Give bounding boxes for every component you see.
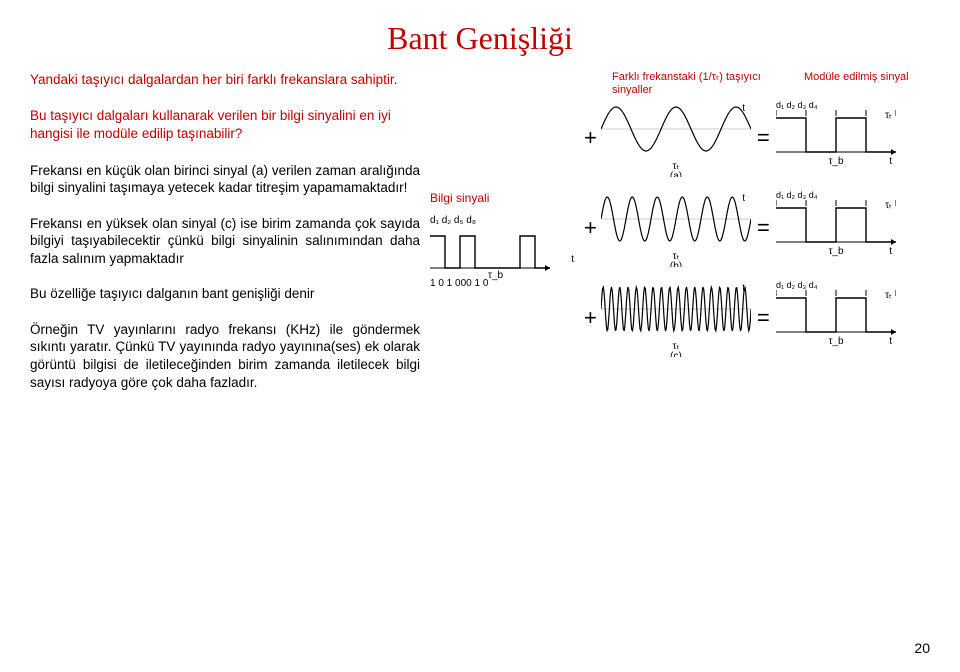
svg-text:(a): (a) bbox=[670, 171, 682, 177]
svg-text:t: t bbox=[742, 103, 745, 114]
carrier-wave-2: t τₜ (c) bbox=[601, 279, 751, 357]
svg-text:d₁ d₂ d₃ d₄: d₁ d₂ d₃ d₄ bbox=[776, 190, 818, 200]
data-bits-header: d₁ d₂ d₅ d₈ bbox=[430, 215, 570, 226]
para-2: Bu taşıyıcı dalgaları kullanarak verilen… bbox=[30, 107, 420, 143]
svg-text:τ_b: τ_b bbox=[828, 246, 844, 257]
svg-text:t: t bbox=[742, 193, 745, 204]
tau-b-label: τ_b bbox=[488, 270, 503, 281]
equals-icon: = bbox=[751, 215, 776, 241]
page-title: Bant Genişliği bbox=[30, 20, 930, 57]
svg-text:d₁ d₂ d₃ d₄: d₁ d₂ d₃ d₄ bbox=[776, 100, 818, 110]
modulated-signal-1: d₁ d₂ d₃ d₄ t τ_b τₜ bbox=[776, 190, 896, 266]
modulated-signal-0: d₁ d₂ d₃ d₄ t τ_b τₜ bbox=[776, 100, 896, 176]
svg-text:(b): (b) bbox=[670, 261, 682, 267]
para-5: Bu özelliğe taşıyıcı dalganın bant geniş… bbox=[30, 285, 420, 303]
modulated-signal-2: d₁ d₂ d₃ d₄ t τ_b τₜ bbox=[776, 280, 896, 356]
page-number: 20 bbox=[914, 640, 930, 656]
para-3: Frekansı en küçük olan birinci sinyal (a… bbox=[30, 162, 420, 197]
modulated-header: Modüle edilmiş sinyal bbox=[804, 71, 924, 99]
para-1: Yandaki taşıyıcı dalgalardan her biri fa… bbox=[30, 71, 420, 89]
bilgi-sinyali-label: Bilgi sinyali bbox=[430, 191, 570, 205]
main-layout: Yandaki taşıyıcı dalgalardan her biri fa… bbox=[30, 71, 930, 409]
svg-text:(c): (c) bbox=[670, 351, 682, 357]
svg-text:t: t bbox=[742, 283, 745, 294]
svg-text:τₜ: τₜ bbox=[885, 200, 892, 211]
plus-icon: + bbox=[580, 305, 601, 331]
data-signal-column: Bilgi sinyali d₁ d₂ d₅ d₈ 1 0 1 000 1 0 … bbox=[430, 71, 570, 409]
signals-column: Farklı frekanstaki (1/τₜ) taşıyıcı sinya… bbox=[580, 71, 930, 409]
svg-text:τₜ: τₜ bbox=[885, 290, 892, 301]
carrier-header: Farklı frekanstaki (1/τₜ) taşıyıcı sinya… bbox=[612, 71, 762, 99]
svg-text:τ_b: τ_b bbox=[828, 336, 844, 347]
signal-row-1: + t τₜ (b) = d₁ d₂ d₃ d₄ t τ_b bbox=[580, 189, 930, 267]
para-6: Örneğin TV yayınlarını radyo frekansı (K… bbox=[30, 321, 420, 391]
svg-text:t: t bbox=[889, 156, 892, 167]
svg-text:τₜ: τₜ bbox=[885, 110, 892, 121]
signal-row-2: + t τₜ (c) = d₁ d₂ d₃ d₄ t τ_b bbox=[580, 279, 930, 357]
carrier-wave-1: t τₜ (b) bbox=[601, 189, 751, 267]
carrier-wave-0: t τₜ (a) bbox=[601, 99, 751, 177]
svg-text:d₁ d₂ d₃ d₄: d₁ d₂ d₃ d₄ bbox=[776, 280, 818, 290]
plus-icon: + bbox=[580, 125, 601, 151]
equals-icon: = bbox=[751, 125, 776, 151]
signal-row-0: + t τₜ (a) = d₁ d₂ d₃ d₄ t τ_b bbox=[580, 99, 930, 177]
svg-text:t: t bbox=[889, 336, 892, 347]
left-text-column: Yandaki taşıyıcı dalgalardan her biri fa… bbox=[30, 71, 420, 409]
svg-text:t: t bbox=[889, 246, 892, 257]
equals-icon: = bbox=[751, 305, 776, 331]
para-4: Frekansı en yüksek olan sinyal (c) ise b… bbox=[30, 215, 420, 268]
data-bits-text: 1 0 1 000 1 0 bbox=[430, 278, 488, 289]
plus-icon: + bbox=[580, 215, 601, 241]
svg-text:τ_b: τ_b bbox=[828, 156, 844, 167]
t-axis-label: t bbox=[571, 254, 574, 265]
